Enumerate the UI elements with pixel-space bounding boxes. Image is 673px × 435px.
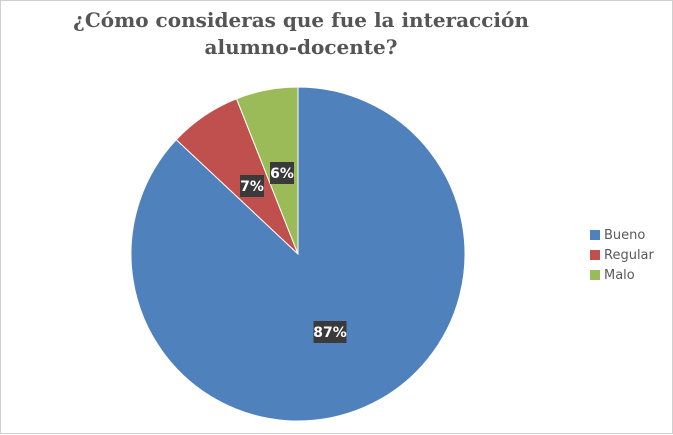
- legend-item-regular: Regular: [590, 245, 654, 265]
- legend-label: Regular: [604, 247, 654, 263]
- data-label-bueno: 87%: [313, 321, 347, 343]
- svg-text:6%: 6%: [270, 166, 294, 182]
- svg-text:87%: 87%: [313, 325, 347, 341]
- legend-item-bueno: Bueno: [590, 225, 654, 245]
- legend-swatch: [590, 230, 600, 240]
- legend-label: Bueno: [604, 227, 646, 243]
- chart-title: ¿Cómo consideras que fue la interacción …: [73, 8, 529, 59]
- data-label-regular: 7%: [240, 175, 264, 197]
- legend-swatch: [590, 270, 600, 280]
- svg-text:7%: 7%: [240, 179, 264, 195]
- legend-label: Malo: [604, 267, 635, 283]
- data-label-malo: 6%: [270, 162, 294, 184]
- legend: Bueno Regular Malo: [590, 225, 654, 285]
- legend-swatch: [590, 250, 600, 260]
- legend-item-malo: Malo: [590, 265, 654, 285]
- pie-slice-malo: [235, 86, 299, 255]
